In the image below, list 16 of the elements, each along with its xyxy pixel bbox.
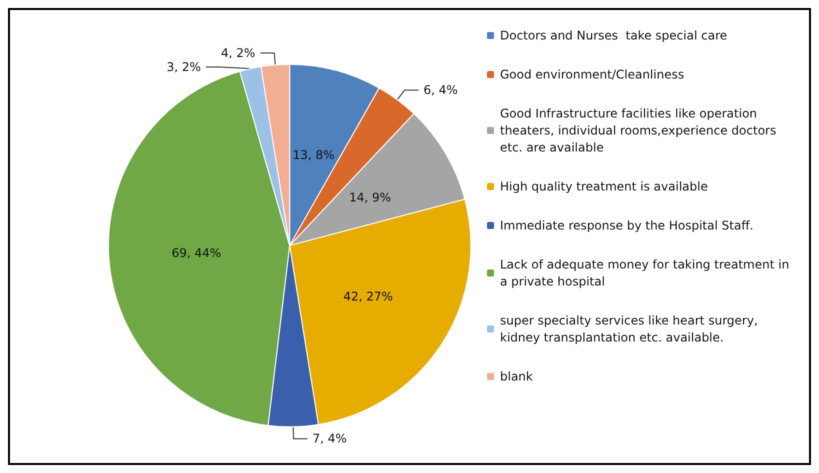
legend-label: blank: [500, 370, 533, 384]
data-label: 14, 9%: [349, 190, 392, 205]
legend-label: Doctors and Nurses take special care: [500, 28, 728, 42]
legend-label: Good Infrastructure facilities like operation theaters, individual rooms,experience doctors etc. are available: [500, 106, 780, 154]
legend-label: Immediate response by the Hospital Staff.: [500, 218, 754, 232]
data-label: 7, 4%: [312, 432, 347, 446]
legend-label: super specialty services like heart surgery, kidney transplantation etc. available.: [500, 314, 762, 344]
legend-label: High quality treatment is available: [500, 180, 708, 194]
data-label: 4, 2%: [220, 46, 256, 60]
legend-label: Good environment/Cleanliness: [500, 68, 684, 82]
data-label: 6, 4%: [423, 83, 458, 98]
data-label: 69, 44%: [172, 246, 222, 260]
legend-label: Lack of adequate money for taking treatment in a private hospital: [500, 258, 794, 288]
data-label: 13, 8%: [292, 148, 335, 162]
data-label: 3, 2%: [166, 60, 201, 74]
data-label: 42, 27%: [343, 290, 393, 304]
